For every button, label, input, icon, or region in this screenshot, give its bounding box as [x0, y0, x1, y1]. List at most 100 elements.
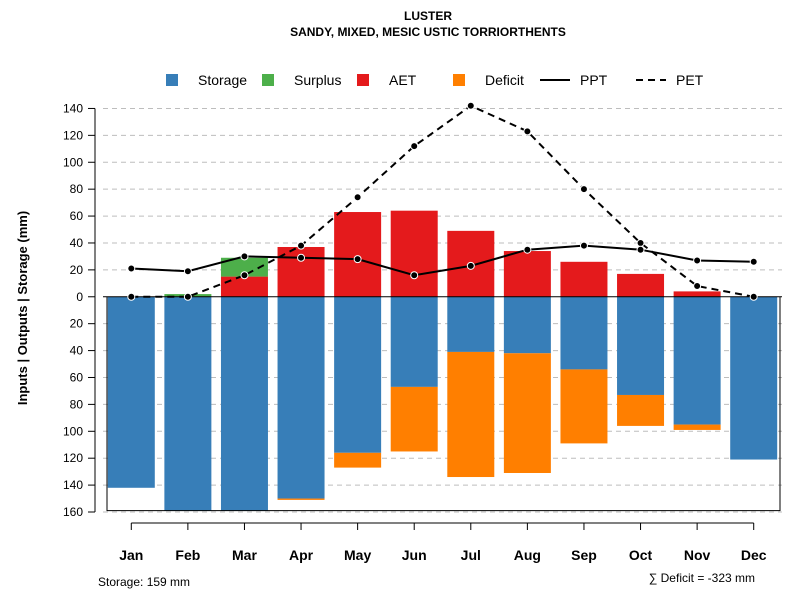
x-tick-label: Apr: [289, 547, 314, 563]
y-tick-label: 140: [63, 101, 83, 115]
pet-point: [523, 127, 532, 136]
deficit-bar: [334, 452, 382, 468]
x-tick-label: Aug: [514, 547, 541, 563]
y-tick-label: 120: [63, 451, 83, 465]
pet-point: [127, 292, 136, 301]
legend: Storage Surplus AET Deficit PPT PET: [166, 72, 704, 88]
y-tick-label: 60: [70, 209, 84, 223]
x-tick-label: Feb: [175, 547, 200, 563]
deficit-bar: [617, 394, 665, 426]
deficit-legend-label: Deficit: [485, 72, 524, 88]
pet-point: [240, 271, 249, 280]
ppt-point: [410, 271, 419, 280]
pet-point: [297, 241, 306, 250]
y-tick-label: 40: [70, 236, 84, 250]
chart-subtitle: SANDY, MIXED, MESIC USTIC TORRIORTHENTS: [290, 25, 566, 39]
storage-legend-swatch: [166, 74, 178, 86]
storage-bar: [447, 296, 495, 352]
y-tick-label: 60: [70, 370, 84, 384]
aet-bar: [334, 212, 382, 297]
x-tick-label: Jun: [402, 547, 427, 563]
surplus-legend-label: Surplus: [294, 72, 341, 88]
storage-bar: [164, 296, 212, 511]
surplus-bar: [220, 257, 268, 277]
storage-bar: [617, 296, 665, 395]
x-tick-label: Nov: [684, 547, 711, 563]
ppt-line: [131, 244, 754, 277]
storage-bar: [334, 296, 382, 453]
axes: 140 120 100 80 60 40 20 0 20 40 60 80 100 120 140 160 Ja…: [63, 101, 767, 563]
storage-bar: [107, 296, 155, 488]
ppt-point: [240, 252, 249, 261]
pet-point: [410, 142, 419, 151]
storage-bar: [503, 296, 551, 354]
storage-bar: [277, 296, 325, 499]
surplus-legend-swatch: [262, 74, 274, 86]
ppt-point: [579, 241, 588, 250]
y-tick-label: 20: [70, 317, 84, 331]
storage-bar: [390, 296, 438, 387]
x-tick-label: Oct: [629, 547, 653, 563]
ppt-point: [183, 267, 192, 276]
y-tick-label: 0: [76, 290, 83, 304]
storage-capacity-outline: [106, 296, 781, 512]
x-tick-label: Jul: [461, 547, 481, 563]
pet-point: [579, 185, 588, 194]
y-tick-label: 160: [63, 505, 83, 519]
series-lines: [127, 101, 758, 301]
ppt-point: [749, 257, 758, 266]
pet-point: [749, 292, 758, 301]
storage-bar: [220, 296, 268, 511]
bars: [106, 210, 781, 512]
aet-bar: [220, 276, 268, 297]
aet-legend-swatch: [357, 74, 369, 86]
x-tick-label: Dec: [741, 547, 767, 563]
y-axis-label: Inputs | Outputs | Storage (mm): [15, 211, 30, 405]
storage-total: Storage: 159 mm: [98, 575, 190, 589]
storage-bar: [730, 296, 778, 460]
chart-title: LUSTER: [404, 9, 452, 23]
pet-point: [466, 101, 475, 110]
y-tick-label: 100: [63, 424, 83, 438]
ppt-point: [127, 264, 136, 273]
y-tick-label: 140: [63, 478, 83, 492]
y-tick-label: 100: [63, 155, 83, 169]
pet-point: [353, 193, 362, 202]
ppt-point: [353, 255, 362, 264]
aet-bar: [617, 273, 665, 297]
deficit-total: ∑ Deficit = -323 mm: [649, 571, 755, 585]
pet-point: [183, 292, 192, 301]
x-tick-label: Sep: [571, 547, 597, 563]
ppt-point: [523, 245, 532, 254]
ppt-legend-label: PPT: [580, 72, 608, 88]
deficit-bar: [503, 353, 551, 473]
pet-point: [636, 238, 645, 247]
ppt-point: [466, 261, 475, 270]
y-tick-label: 80: [70, 397, 84, 411]
deficit-legend-swatch: [453, 74, 465, 86]
ppt-point: [636, 245, 645, 254]
storage-bar: [673, 296, 721, 425]
pet-line: [131, 104, 754, 298]
aet-bar: [390, 210, 438, 297]
x-tick-label: Jan: [119, 547, 143, 563]
aet-bar: [503, 251, 551, 297]
aet-bar: [673, 291, 721, 297]
y-tick-label: 40: [70, 344, 84, 358]
deficit-bar: [390, 386, 438, 452]
storage-legend-label: Storage: [198, 72, 247, 88]
deficit-bar: [447, 351, 495, 478]
pet-point: [693, 282, 702, 291]
y-tick-label: 80: [70, 182, 84, 196]
x-tick-label: May: [344, 547, 371, 563]
deficit-bar: [277, 498, 325, 500]
y-tick-label: 20: [70, 263, 84, 277]
pet-legend-label: PET: [676, 72, 704, 88]
ppt-point: [297, 253, 306, 262]
ppt-point: [693, 256, 702, 265]
deficit-bar: [673, 424, 721, 430]
aet-legend-label: AET: [389, 72, 417, 88]
storage-bar: [560, 296, 608, 370]
y-tick-label: 120: [63, 128, 83, 142]
